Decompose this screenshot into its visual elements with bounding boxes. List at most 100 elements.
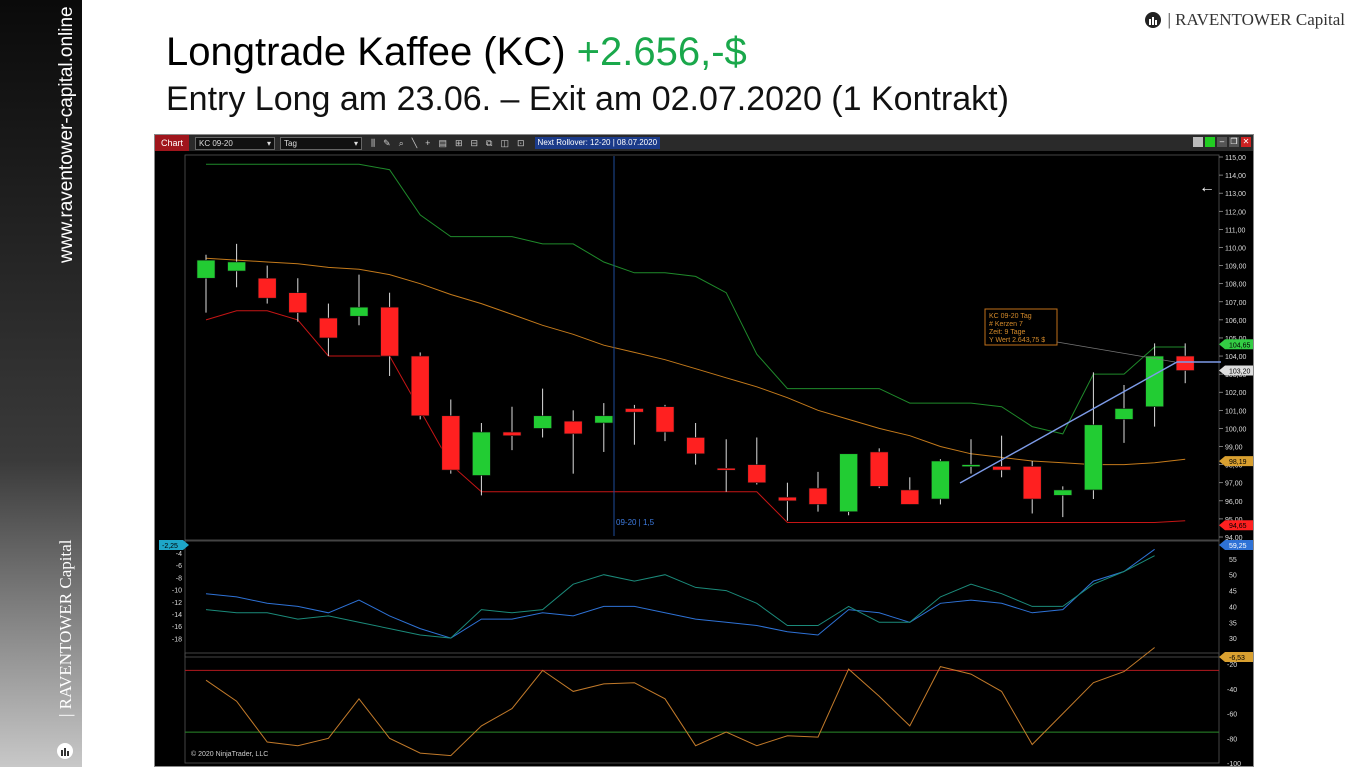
- chart-window: Chart KC 09-20 ▾ Tag ▾ ⫼ ✎ ⌕ ╲ + ▤ ⊞ ⊟ ⧉ ◫…: [154, 134, 1254, 767]
- candle-body: [686, 437, 705, 455]
- bar-type-icon[interactable]: ⫼: [371, 137, 376, 148]
- chart-toolbar: Chart KC 09-20 ▾ Tag ▾ ⫼ ✎ ⌕ ╲ + ▤ ⊞ ⊟ ⧉ ◫…: [155, 135, 1253, 151]
- price-marker-badge: 104,65: [1229, 342, 1251, 349]
- candle-body: [992, 466, 1011, 471]
- lower-band-line: [205, 310, 1186, 523]
- candle-body: [931, 460, 950, 500]
- oscillator-left-tick-label: -6: [176, 563, 182, 570]
- oscillator-tick-label: 30: [1229, 636, 1237, 643]
- oscillator-left-badge-bg: [159, 540, 189, 550]
- copyright-text: © 2020 NinjaTrader, LLC: [191, 750, 268, 758]
- instrument-select[interactable]: KC 09-20 ▾: [195, 136, 276, 150]
- oscillator-left-badge: -2,25: [162, 543, 178, 550]
- price-marker-badge: 98,19: [1229, 459, 1247, 466]
- candle-body: [1053, 489, 1073, 496]
- link-icon[interactable]: [1205, 137, 1215, 147]
- interval-value: Tag: [284, 138, 297, 148]
- page-title: Longtrade Kaffee (KC) +2.656,-$: [166, 30, 747, 75]
- website-url: www.raventower-capital.online: [56, 6, 77, 263]
- candle-body: [257, 277, 277, 299]
- price-marker-badge-bg: [1219, 456, 1253, 467]
- instrument-value: KC 09-20: [199, 138, 233, 148]
- candle-body: [1022, 466, 1042, 500]
- upper-band-line: [206, 163, 1186, 435]
- price-tick-label: 115,00: [1225, 155, 1246, 162]
- brand-header: | RAVENTOWER Capital: [1144, 10, 1346, 30]
- price-marker-badge: 103,20: [1229, 369, 1251, 376]
- info-line-1: KC 09-20 Tag: [989, 313, 1032, 320]
- candle-body: [655, 406, 675, 433]
- window-controls: – ❐ ✕: [1193, 137, 1251, 147]
- oscillator-tick-label: 40: [1229, 604, 1237, 611]
- candle-body: [1145, 355, 1164, 408]
- chart-style-icon[interactable]: [1193, 137, 1203, 147]
- candle-body: [716, 467, 736, 471]
- candle-body: [1084, 424, 1103, 491]
- price-tick-label: 102,00: [1225, 390, 1247, 397]
- crosshair-icon[interactable]: +: [425, 138, 431, 148]
- candle-body: [900, 489, 920, 505]
- candle-body: [594, 415, 614, 424]
- stochastic-tick-label: -60: [1227, 712, 1237, 719]
- stochastic-tick-label: -80: [1227, 736, 1237, 743]
- price-tick-label: 111,00: [1225, 227, 1245, 234]
- price-tick-label: 103,00: [1225, 372, 1247, 379]
- price-panel: [184, 154, 1220, 542]
- pencil-icon[interactable]: ✎: [383, 137, 391, 148]
- brand-name: | RAVENTOWER Capital: [1167, 10, 1346, 29]
- price-tick-label: 112,00: [1225, 209, 1246, 216]
- back-arrow-icon[interactable]: ←: [1199, 179, 1215, 196]
- price-tick-label: 100,00: [1225, 426, 1247, 433]
- oscillator-line-blue: [205, 548, 1155, 639]
- chart-canvas[interactable]: 115,00 114,00 113,00 112,00 111,00 110,00 109,…: [155, 151, 1253, 766]
- candle-body: [778, 496, 797, 502]
- interval-select[interactable]: Tag ▾: [280, 136, 363, 150]
- candle-body: [472, 431, 491, 476]
- minimize-icon[interactable]: –: [1217, 137, 1227, 147]
- mid-band-line: [205, 257, 1186, 466]
- candle-body: [625, 408, 644, 413]
- info-box[interactable]: KC 09-20 Tag # Kerzen 7 Zeit: 9 Tage Y W…: [984, 308, 1058, 346]
- stochastic-panel: [184, 652, 1220, 764]
- rollover-badge: Next Rollover: 12-20 | 08.07.2020: [534, 137, 661, 149]
- oscillator-right-badge: 59,25: [1229, 543, 1247, 550]
- tab-chart[interactable]: Chart: [155, 135, 190, 151]
- template-icon[interactable]: ⧉: [486, 137, 493, 148]
- candle-body: [441, 415, 461, 471]
- oscillator-right-badge-bg: [1219, 540, 1253, 550]
- oscillator-left-tick-label: -16: [172, 624, 182, 631]
- stochastic-badge: -6,53: [1229, 655, 1245, 662]
- raven-logo-icon: [57, 743, 73, 759]
- candle-body: [533, 415, 552, 429]
- oscillator-left-tick-label: -8: [176, 575, 182, 582]
- candle-body: [747, 464, 767, 484]
- stochastic-line: [205, 647, 1155, 757]
- stochastic-tick-label: -40: [1227, 687, 1237, 694]
- price-tick-label: 110,00: [1225, 245, 1246, 252]
- trade-trendline: [959, 361, 1221, 484]
- oscillator-tick-label: 45: [1229, 589, 1237, 596]
- indicator-icon[interactable]: ⊟: [470, 137, 479, 148]
- line-tool-icon[interactable]: ╲: [411, 137, 418, 148]
- close-icon[interactable]: ✕: [1241, 137, 1251, 147]
- candle-body: [288, 292, 308, 313]
- price-tick-label: 97,00: [1225, 481, 1243, 488]
- candle-body: [808, 487, 828, 505]
- oscillator-left-tick-label: -4: [176, 551, 182, 558]
- price-tick-label: 114,00: [1225, 173, 1246, 180]
- candle-body: [563, 420, 583, 435]
- zoom-icon[interactable]: ⌕: [398, 137, 404, 148]
- restore-icon[interactable]: ❐: [1229, 137, 1239, 147]
- snapshot-icon[interactable]: ◫: [500, 137, 509, 148]
- strategy-icon[interactable]: ⊞: [454, 137, 463, 148]
- properties-icon[interactable]: ▤: [438, 137, 447, 148]
- title-text: Longtrade Kaffee (KC): [166, 30, 566, 74]
- stochastic-tick-label: -100: [1227, 761, 1241, 766]
- price-marker-badge: 94,65: [1229, 523, 1247, 530]
- share-icon[interactable]: ⊡: [517, 137, 525, 148]
- info-connector: [1056, 341, 1176, 363]
- price-tick-label: 104,00: [1225, 354, 1247, 361]
- candle-body: [502, 431, 522, 436]
- profit-text: +2.656,-$: [576, 30, 747, 74]
- sidebar: www.raventower-capital.online | RAVENTOW…: [0, 0, 82, 767]
